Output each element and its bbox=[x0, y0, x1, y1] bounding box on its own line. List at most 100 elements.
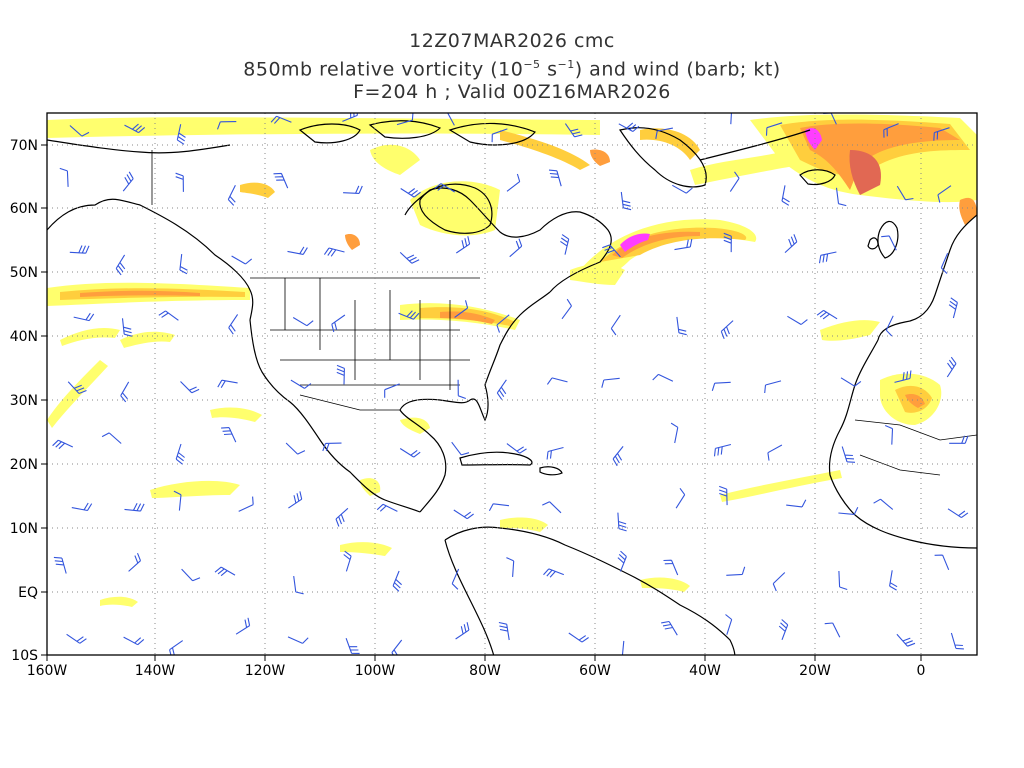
wind-barb bbox=[840, 377, 862, 387]
lon-label: 140W bbox=[135, 663, 176, 679]
wind-barb bbox=[217, 379, 238, 388]
wind-barb bbox=[451, 441, 470, 456]
wind-barb bbox=[392, 570, 402, 592]
wind-barb bbox=[889, 570, 898, 591]
wind-barb bbox=[841, 446, 856, 463]
wind-barb bbox=[66, 633, 87, 644]
wind-barb bbox=[345, 638, 360, 654]
title-field-exp1: −5 bbox=[523, 58, 541, 71]
wind-barb bbox=[399, 251, 420, 264]
lon-labels: 160W 140W 120W 100W 80W 60W 40W 20W 0 bbox=[27, 663, 926, 679]
wind-barb bbox=[618, 122, 640, 132]
coastlines bbox=[47, 120, 977, 655]
wind-barb bbox=[546, 377, 568, 385]
wind-barb bbox=[179, 254, 188, 275]
wind-barb bbox=[343, 550, 352, 572]
wind-barb bbox=[602, 244, 621, 258]
wind-barb bbox=[509, 238, 523, 258]
wind-barb bbox=[235, 617, 251, 635]
wind-barb bbox=[652, 373, 674, 382]
wind-barb bbox=[786, 499, 807, 508]
wind-barb bbox=[496, 314, 510, 333]
lat-label: 50N bbox=[10, 265, 38, 281]
wind-barb bbox=[67, 381, 87, 395]
wind-barb bbox=[620, 191, 632, 211]
wind-barb bbox=[231, 255, 253, 265]
wind-barb bbox=[933, 127, 950, 141]
wind-barb bbox=[498, 621, 510, 641]
wind-barb bbox=[434, 183, 455, 193]
wind-barb bbox=[765, 122, 783, 136]
wind-barb bbox=[617, 550, 627, 572]
wind-barb bbox=[884, 424, 894, 445]
lon-label: 0 bbox=[917, 663, 926, 679]
wind-barb bbox=[287, 636, 309, 644]
wind-barb bbox=[69, 245, 90, 254]
lat-label: 60N bbox=[10, 201, 38, 217]
wind-barb bbox=[506, 557, 515, 577]
wind-barb bbox=[940, 252, 949, 274]
wind-barb bbox=[838, 506, 859, 515]
wind-barb bbox=[949, 435, 969, 444]
wind-barb bbox=[719, 485, 728, 506]
wind-barb bbox=[506, 173, 521, 192]
wind-barb bbox=[73, 312, 95, 322]
wind-barbs bbox=[52, 113, 969, 655]
wind-barb bbox=[71, 502, 93, 512]
lat-label: 40N bbox=[10, 329, 38, 345]
wind-barb bbox=[398, 310, 420, 320]
wind-barb bbox=[399, 448, 421, 458]
lon-label: 100W bbox=[355, 663, 396, 679]
wind-barb bbox=[343, 185, 363, 194]
wind-barb bbox=[730, 113, 732, 125]
wind-barb bbox=[720, 320, 734, 340]
wind-barb bbox=[885, 315, 894, 337]
wind-barb bbox=[835, 187, 847, 207]
wind-barb bbox=[670, 422, 679, 444]
wind-barb bbox=[335, 507, 349, 527]
wind-barb bbox=[946, 356, 957, 378]
wind-barb bbox=[729, 171, 740, 192]
graticule bbox=[47, 113, 977, 655]
wind-barb bbox=[238, 496, 254, 512]
wind-barb bbox=[228, 314, 239, 335]
wind-barb bbox=[227, 184, 236, 206]
wind-barb bbox=[934, 554, 950, 571]
title-field-prefix: 850mb relative vorticity (10 bbox=[243, 58, 524, 81]
wind-barb bbox=[546, 446, 564, 460]
wind-barb bbox=[491, 128, 508, 143]
wind-barb bbox=[713, 443, 732, 457]
wind-barb bbox=[711, 381, 731, 391]
wind-barb bbox=[896, 185, 914, 201]
vorticity-shading bbox=[47, 114, 977, 607]
wind-barb bbox=[293, 576, 304, 595]
wind-barb bbox=[180, 381, 200, 394]
wind-barb bbox=[323, 247, 345, 257]
wind-barb bbox=[69, 125, 90, 137]
wind-barb bbox=[158, 310, 179, 321]
lon-label: 120W bbox=[245, 663, 286, 679]
map-plot-area bbox=[47, 113, 977, 655]
wind-barb bbox=[561, 298, 572, 320]
wind-barb bbox=[873, 498, 894, 510]
wind-barb bbox=[838, 570, 848, 591]
title-valid: F=204 h ; Valid 00Z16MAR2026 bbox=[353, 81, 671, 104]
wind-barb bbox=[287, 246, 308, 255]
wind-barb bbox=[621, 640, 625, 655]
wind-barb bbox=[896, 633, 916, 647]
wind-barb bbox=[121, 318, 133, 337]
wind-barb bbox=[322, 442, 342, 452]
lat-label: 10S bbox=[11, 648, 38, 664]
wind-barb bbox=[601, 377, 620, 388]
wind-barb bbox=[674, 238, 693, 251]
wind-barb bbox=[548, 169, 562, 187]
wind-barb bbox=[273, 172, 289, 189]
wind-barb bbox=[784, 234, 798, 254]
wind-barb bbox=[824, 622, 841, 638]
lon-label: 20W bbox=[799, 663, 831, 679]
wind-barb bbox=[122, 171, 134, 192]
title-field-suffix: ) and wind (barb; kt) bbox=[574, 58, 781, 81]
wind-barb bbox=[568, 632, 589, 643]
wind-barb bbox=[950, 632, 964, 650]
map-title-block: 12Z07MAR2026 cmc 850mb relative vorticit… bbox=[0, 30, 1024, 104]
